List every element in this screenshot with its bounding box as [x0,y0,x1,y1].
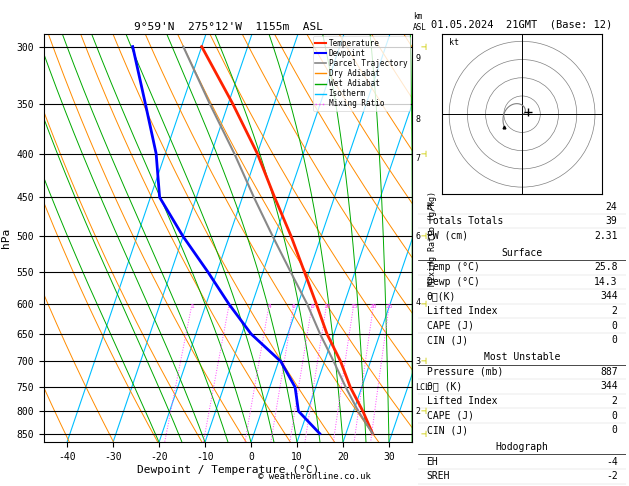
Text: 8: 8 [415,115,420,124]
Text: Pressure (mb): Pressure (mb) [426,367,503,377]
Text: SREH: SREH [426,471,450,481]
Text: 14.3: 14.3 [594,277,618,287]
Text: 1: 1 [190,304,194,309]
X-axis label: Dewpoint / Temperature (°C): Dewpoint / Temperature (°C) [137,465,319,475]
Text: Temp (°C): Temp (°C) [426,262,479,272]
Text: ⊣: ⊣ [420,149,426,158]
Text: -4: -4 [606,457,618,467]
Text: θᴇ(K): θᴇ(K) [426,292,456,301]
Text: 15: 15 [350,304,357,309]
Text: 2: 2 [611,306,618,316]
Text: -2: -2 [606,471,618,481]
Text: ⊣: ⊣ [420,429,426,439]
Text: CAPE (J): CAPE (J) [426,411,474,420]
Text: 25: 25 [386,304,393,309]
Legend: Temperature, Dewpoint, Parcel Trajectory, Dry Adiabat, Wet Adiabat, Isotherm, Mi: Temperature, Dewpoint, Parcel Trajectory… [313,36,409,111]
Text: 3: 3 [415,357,420,366]
Text: Dewp (°C): Dewp (°C) [426,277,479,287]
Text: 4: 4 [267,304,271,309]
Text: PW (cm): PW (cm) [426,231,468,241]
Text: 2: 2 [227,304,231,309]
Text: 25.8: 25.8 [594,262,618,272]
Text: 0: 0 [611,321,618,330]
Text: km
ASL: km ASL [413,12,427,32]
Text: K: K [426,202,433,211]
Text: ⊣: ⊣ [420,356,426,366]
Text: kt: kt [449,38,459,47]
Text: ⊣: ⊣ [420,299,426,309]
Text: CAPE (J): CAPE (J) [426,321,474,330]
Text: EH: EH [426,457,438,467]
Text: 2.31: 2.31 [594,231,618,241]
Text: © weatheronline.co.uk: © weatheronline.co.uk [258,472,371,481]
Text: ⊣: ⊣ [420,42,426,52]
Text: 39: 39 [606,216,618,226]
Text: CIN (J): CIN (J) [426,335,468,345]
Text: 7: 7 [415,154,420,163]
Text: 24: 24 [606,202,618,211]
Title: 9°59'N  275°12'W  1155m  ASL: 9°59'N 275°12'W 1155m ASL [133,22,323,32]
Text: Hodograph: Hodograph [496,442,548,452]
Text: θᴇ (K): θᴇ (K) [426,382,462,391]
Text: 2: 2 [611,396,618,406]
Text: Lifted Index: Lifted Index [426,396,497,406]
Text: Surface: Surface [501,248,543,258]
Text: 0: 0 [611,335,618,345]
Text: 4: 4 [415,298,420,308]
Text: 2: 2 [415,407,420,416]
Text: Totals Totals: Totals Totals [426,216,503,226]
Text: 344: 344 [600,292,618,301]
Text: 0: 0 [611,425,618,435]
Text: CIN (J): CIN (J) [426,425,468,435]
Y-axis label: hPa: hPa [1,228,11,248]
Text: LCL: LCL [415,382,430,392]
Text: 344: 344 [600,382,618,391]
Text: 01.05.2024  21GMT  (Base: 12): 01.05.2024 21GMT (Base: 12) [431,19,613,29]
Text: ⊣: ⊣ [420,231,426,242]
Text: 0: 0 [611,411,618,420]
Text: 9: 9 [415,54,420,63]
Text: 8: 8 [310,304,314,309]
Text: 20: 20 [370,304,377,309]
Text: ⊣: ⊣ [420,406,426,416]
Text: 6: 6 [415,232,420,241]
Text: Most Unstable: Most Unstable [484,352,560,362]
Text: 887: 887 [600,367,618,377]
Text: Mixing Ratio (g/kg): Mixing Ratio (g/kg) [428,191,437,286]
Text: 10: 10 [323,304,330,309]
Text: 6: 6 [292,304,296,309]
Text: Lifted Index: Lifted Index [426,306,497,316]
